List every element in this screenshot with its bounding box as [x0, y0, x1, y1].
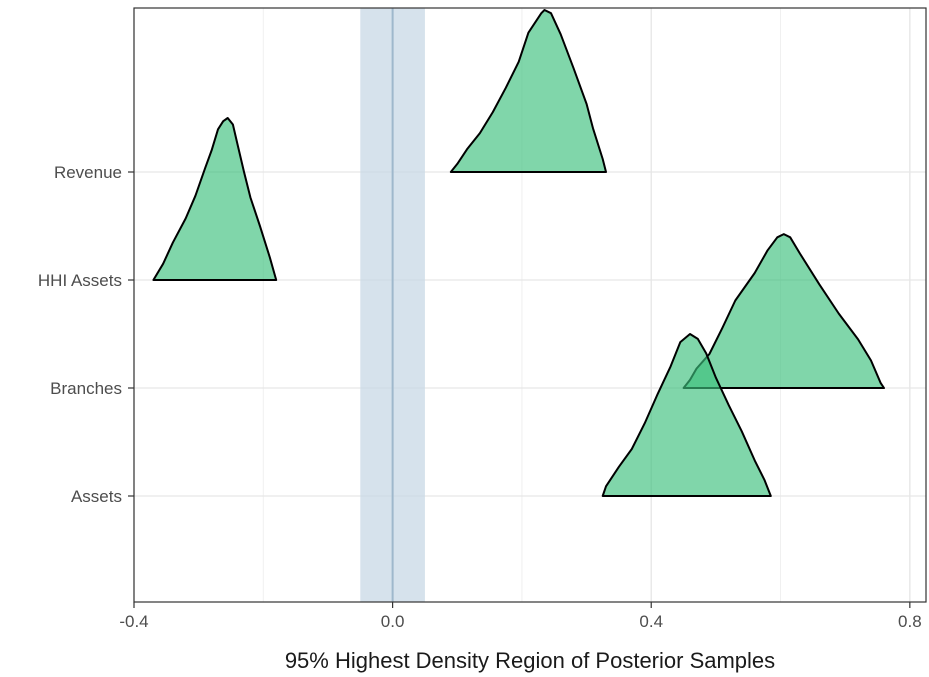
x-axis-title: 95% Highest Density Region of Posterior …	[285, 648, 775, 673]
y-tick-label-0: Assets	[71, 487, 122, 506]
density-ridge-branches	[682, 233, 885, 389]
y-tick-label-2: HHI Assets	[38, 271, 122, 290]
x-tick-label-0: -0.4	[119, 612, 148, 631]
x-tick-label-1: 0.0	[381, 612, 405, 631]
density-ridge-assets	[601, 333, 772, 497]
x-axis-ticks: -0.4 0.0 0.4 0.8	[119, 602, 922, 631]
x-tick-label-2: 0.4	[639, 612, 663, 631]
y-axis-ticks: Assets Branches HHI Assets Revenue	[38, 163, 134, 506]
y-tick-label-3: Revenue	[54, 163, 122, 182]
rope-region	[360, 8, 425, 602]
density-ridges	[152, 9, 885, 497]
density-ridge-hhi-assets	[152, 117, 278, 281]
y-tick-label-1: Branches	[50, 379, 122, 398]
density-ridge-revenue	[449, 9, 607, 173]
panel-border	[133, 7, 927, 603]
x-tick-label-3: 0.8	[898, 612, 922, 631]
